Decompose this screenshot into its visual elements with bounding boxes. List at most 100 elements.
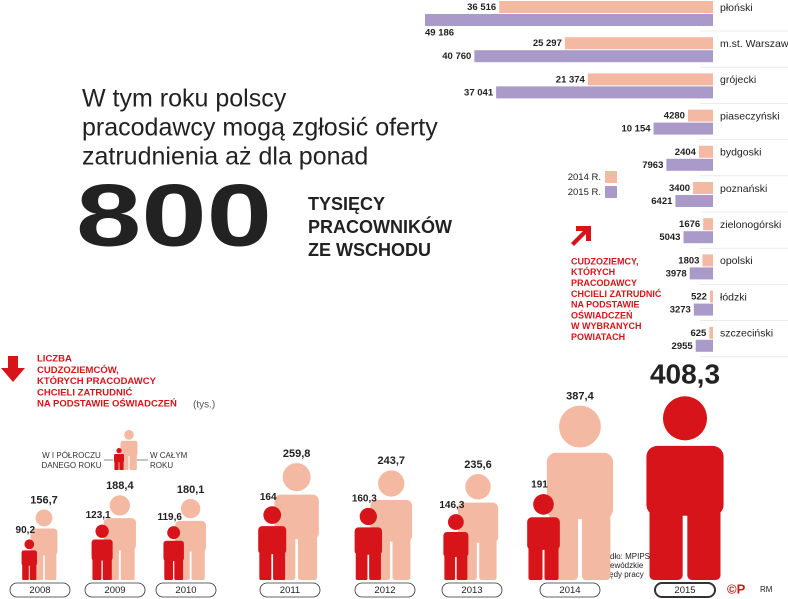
figure-half-year — [443, 514, 469, 580]
headline: zatrudnienia aż dla ponad — [82, 143, 368, 171]
logo: ©P — [727, 581, 746, 596]
legend-label: 2015 R. — [568, 187, 601, 198]
year-box — [155, 582, 217, 598]
legend-figure — [120, 430, 138, 470]
figure-half-year — [258, 506, 287, 580]
value-label: 49 186 — [425, 28, 454, 39]
value-label: 156,7 — [30, 494, 58, 506]
value-label: 36 516 — [467, 2, 496, 13]
value-label: 123,1 — [86, 510, 111, 521]
chart-title: NA PODSTAWIE — [571, 300, 640, 310]
figure-half-year — [354, 507, 383, 580]
source: wojewódzkie — [597, 561, 644, 570]
figure-half-year — [21, 539, 37, 580]
unit-label: (tys.) — [193, 400, 215, 411]
value-label: 243,7 — [377, 455, 405, 467]
bar — [653, 122, 713, 135]
bar — [695, 339, 713, 352]
bar — [689, 267, 713, 280]
headline: W tym roku polscy — [82, 85, 287, 113]
value-label: 25 297 — [533, 38, 562, 49]
category-label: łódzki — [720, 291, 747, 303]
bar — [425, 14, 713, 26]
bar — [683, 231, 713, 244]
value-label: 387,4 — [566, 391, 594, 403]
bar — [675, 195, 713, 207]
value-label: 408,3 — [650, 359, 720, 390]
chart-title: LICZBA — [37, 354, 72, 365]
year-box — [654, 582, 716, 598]
legend-swatch — [605, 186, 617, 198]
author: RM — [760, 585, 773, 594]
year-box — [539, 582, 601, 598]
value-label: 625 — [690, 328, 707, 339]
category-label: piaseczyński — [720, 110, 780, 122]
year-label: 2015 — [674, 585, 695, 596]
bar — [666, 158, 713, 171]
figure-half-year — [527, 494, 560, 580]
year-box — [441, 582, 503, 598]
chart-title: OŚWIADCZEŃ — [571, 309, 633, 320]
big-number-caption: PRACOWNIKÓW — [308, 216, 452, 237]
bar — [703, 218, 713, 231]
arrow-icon — [571, 226, 591, 246]
figure-half-year — [163, 526, 184, 580]
figure-full-year — [546, 405, 614, 581]
value-label: 2955 — [672, 341, 694, 352]
chart-title: KTÓRYCH PRACODAWCY — [37, 375, 157, 387]
chart-title: KTÓRYCH — [571, 266, 615, 277]
value-label: 1803 — [678, 255, 699, 266]
value-label: 3273 — [670, 305, 691, 316]
value-label: 119,6 — [157, 512, 182, 523]
year-label: 2009 — [104, 585, 125, 596]
value-label: 4280 — [664, 111, 685, 122]
value-label: 180,1 — [177, 484, 205, 496]
chart-title: W WYBRANYCH — [571, 321, 642, 331]
year-box — [354, 582, 416, 598]
big-number: 800 — [76, 165, 272, 264]
bar — [709, 290, 713, 303]
category-label: grójecki — [720, 74, 756, 86]
value-label: 3978 — [666, 268, 687, 279]
chart-title: NA PODSTAWIE OŚWIADCZEŃ — [37, 398, 177, 410]
year-label: 2011 — [280, 585, 300, 596]
value-label: 1676 — [679, 219, 700, 230]
legend-label: W CAŁYM ROKU — [150, 451, 188, 470]
value-label: 40 760 — [442, 51, 471, 62]
bar — [496, 86, 713, 99]
bar — [474, 50, 713, 63]
bar — [693, 182, 713, 194]
chart-title: PRACODAWCY — [571, 278, 637, 288]
value-label: 3400 — [669, 183, 690, 194]
bar — [499, 1, 713, 13]
value-label: 2404 — [675, 147, 697, 158]
category-label: poznański — [720, 183, 767, 195]
bar — [709, 326, 713, 339]
value-label: 37 041 — [464, 87, 494, 98]
value-label: 146,3 — [439, 500, 464, 511]
year-box — [84, 582, 146, 598]
chart-title: POWIATACH — [571, 332, 625, 342]
figure-full-year — [646, 396, 724, 580]
category-label: płoński — [720, 2, 753, 14]
value-label: 188,4 — [106, 480, 134, 492]
year-box — [9, 582, 71, 598]
category-label: bydgoski — [720, 147, 761, 159]
value-label: 160,3 — [352, 494, 377, 505]
category-label: szczeciński — [720, 328, 773, 340]
value-label: 21 374 — [556, 74, 586, 85]
source: urzędy pracy — [598, 570, 644, 579]
bar — [587, 73, 713, 86]
bar — [693, 303, 713, 316]
value-label: 10 154 — [621, 124, 651, 135]
bar — [687, 109, 713, 122]
value-label: 90,2 — [16, 525, 36, 536]
chart-title: CHCIELI ZATRUDNIĆ — [37, 386, 132, 398]
chart-title: CHCIELI ZATRUDNIĆ — [571, 288, 662, 299]
figure-full-year — [30, 509, 58, 580]
bar — [564, 37, 713, 50]
value-label: 164 — [260, 492, 277, 503]
bar — [702, 254, 713, 267]
value-label: 6421 — [651, 196, 673, 207]
